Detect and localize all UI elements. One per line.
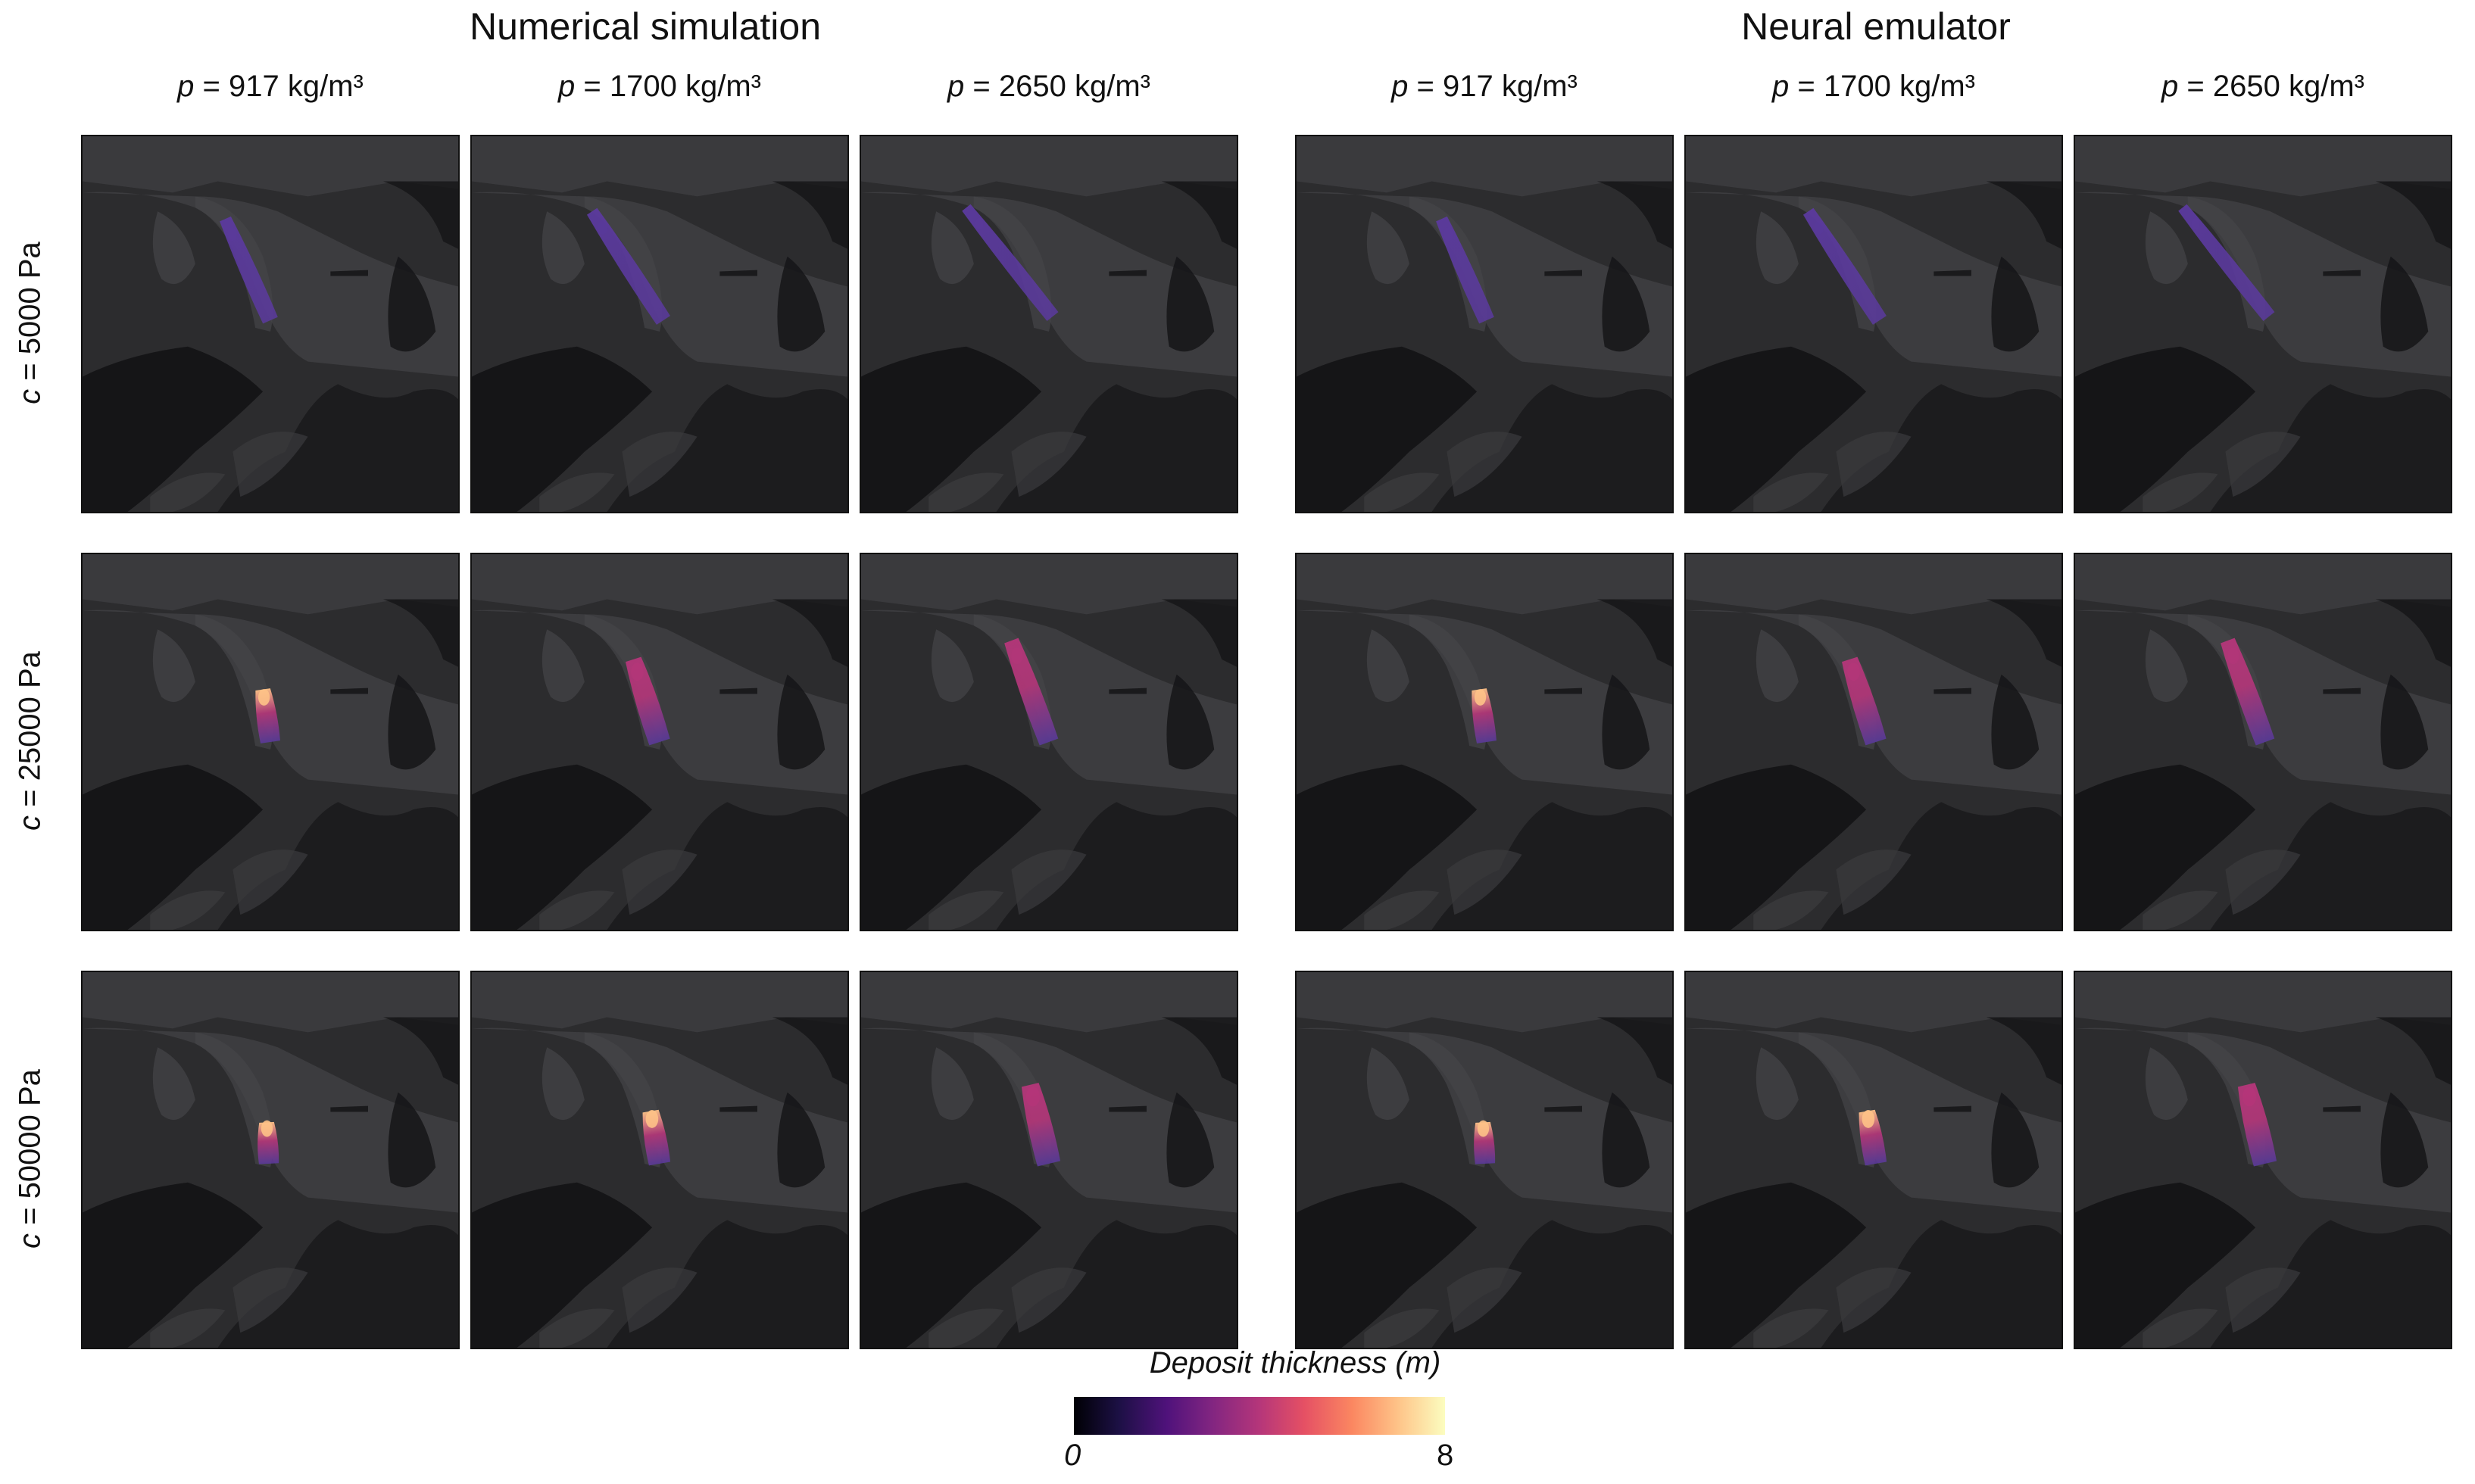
row-label: c = 50000 Pa — [14, 932, 48, 1386]
map-panel — [860, 553, 1238, 931]
terrain-map — [472, 136, 847, 512]
map-panel — [1684, 135, 2063, 513]
colorbar-min-label: 0 — [1064, 1439, 1081, 1472]
terrain-map — [2075, 554, 2451, 930]
terrain-map — [1297, 554, 1672, 930]
terrain-map — [83, 554, 458, 930]
deposit-peak — [1814, 220, 1824, 235]
terrain-map — [83, 972, 458, 1348]
column-value: = 917 kg/m³ — [1408, 70, 1578, 103]
terrain-map — [1297, 972, 1672, 1348]
deposit-plume — [1802, 207, 1887, 325]
deposit-peak — [1443, 227, 1453, 242]
group-title-emulator: Neural emulator — [1741, 5, 2011, 48]
column-label: p = 1700 kg/m³ — [1684, 70, 2063, 104]
deposit-plume — [220, 216, 278, 324]
column-label: p = 917 kg/m³ — [81, 70, 460, 104]
column-variable: p — [2161, 70, 2179, 103]
deposit-peak — [257, 689, 270, 706]
map-panel — [2074, 971, 2452, 1349]
group-title-numerical: Numerical simulation — [469, 5, 822, 48]
column-variable: p — [558, 70, 576, 103]
terrain-map — [1297, 136, 1672, 512]
column-label: p = 1700 kg/m³ — [470, 70, 849, 104]
terrain-map — [472, 554, 847, 930]
colorbar-max-label: 8 — [1437, 1439, 1454, 1472]
map-panel — [2074, 553, 2452, 931]
deposit-plume — [2221, 638, 2275, 746]
column-value: = 1700 kg/m³ — [575, 70, 761, 103]
deposit-peak — [631, 662, 644, 681]
row-value: = 25000 Pa — [13, 651, 47, 815]
deposit-peak — [2191, 217, 2200, 230]
deposit-peak — [975, 217, 984, 230]
map-panel — [470, 553, 849, 931]
row-variable: c — [13, 1233, 47, 1249]
deposit-peak — [1474, 689, 1487, 706]
deposit-peak — [227, 227, 237, 242]
deposit-peak — [645, 1110, 659, 1128]
map-panel — [1295, 971, 1674, 1349]
colorbar — [1074, 1397, 1445, 1435]
deposit-plume — [1436, 216, 1494, 324]
deposit-peak — [1025, 1086, 1040, 1107]
terrain-map — [1686, 554, 2061, 930]
terrain-map — [83, 136, 458, 512]
terrain-map — [472, 972, 847, 1348]
column-variable: p — [1772, 70, 1790, 103]
row-value: = 5000 Pa — [13, 242, 47, 389]
terrain-map — [2075, 972, 2451, 1348]
map-panel — [1684, 971, 2063, 1349]
map-panel — [860, 971, 1238, 1349]
map-panel — [860, 135, 1238, 513]
deposit-peak — [1477, 1120, 1490, 1137]
row-variable: c — [13, 815, 47, 831]
column-value: = 2650 kg/m³ — [964, 70, 1150, 103]
colorbar-title: Deposit thickness (m) — [1149, 1346, 1441, 1380]
row-value: = 50000 Pa — [13, 1069, 47, 1233]
map-panel — [1295, 553, 1674, 931]
deposit-peak — [598, 220, 608, 235]
deposit-peak — [261, 1120, 273, 1137]
deposit-peak — [1862, 1110, 1875, 1128]
column-variable: p — [947, 70, 965, 103]
terrain-map — [861, 136, 1237, 512]
deposit-peak — [2242, 1086, 2256, 1107]
deposit-peak — [1011, 647, 1023, 665]
deposit-plume — [962, 204, 1059, 321]
map-panel — [470, 971, 849, 1349]
column-label: p = 2650 kg/m³ — [2074, 70, 2452, 104]
column-variable: p — [177, 70, 195, 103]
column-label: p = 2650 kg/m³ — [860, 70, 1238, 104]
terrain-map — [2075, 136, 2451, 512]
map-panel — [81, 971, 460, 1349]
deposit-peak — [2227, 647, 2239, 665]
map-panel — [1684, 553, 2063, 931]
map-panel — [470, 135, 849, 513]
column-value: = 917 kg/m³ — [194, 70, 364, 103]
map-panel — [81, 553, 460, 931]
deposit-plume — [2178, 204, 2275, 321]
column-variable: p — [1391, 70, 1409, 103]
map-panel — [2074, 135, 2452, 513]
row-variable: c — [13, 388, 47, 404]
row-label: c = 25000 Pa — [14, 514, 48, 968]
deposit-peak — [1847, 662, 1860, 681]
map-panel — [1295, 135, 1674, 513]
deposit-plume — [586, 207, 670, 325]
column-label: p = 917 kg/m³ — [1295, 70, 1674, 104]
terrain-map — [1686, 972, 2061, 1348]
map-panel — [81, 135, 460, 513]
terrain-map — [1686, 136, 2061, 512]
column-value: = 2650 kg/m³ — [2178, 70, 2364, 103]
terrain-map — [861, 972, 1237, 1348]
deposit-plume — [1004, 638, 1059, 746]
column-value: = 1700 kg/m³ — [1789, 70, 1975, 103]
terrain-map — [861, 554, 1237, 930]
row-label: c = 5000 Pa — [14, 96, 48, 550]
